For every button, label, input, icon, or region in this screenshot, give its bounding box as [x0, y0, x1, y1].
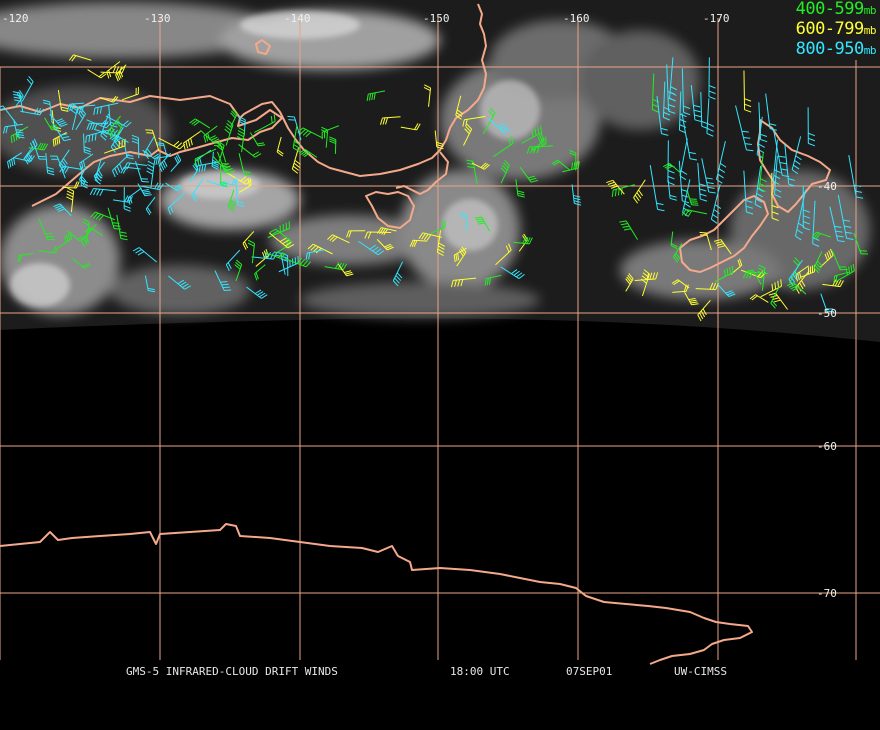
lat-label: -60	[817, 440, 837, 453]
lon-label: -130	[144, 12, 171, 25]
legend-range: 400-599	[796, 0, 864, 19]
caption-time: 18:00 UTC	[450, 665, 510, 678]
legend-unit: mb	[864, 44, 876, 57]
legend-entry-600-799: 600-799mb	[796, 20, 876, 40]
caption-product: GMS-5 INFRARED-CLOUD DRIFT WINDS	[126, 665, 338, 678]
lon-label: -140	[284, 12, 311, 25]
legend-range: 600-799	[796, 19, 864, 39]
lat-label: -40	[817, 180, 837, 193]
lon-label: -160	[563, 12, 590, 25]
caption-date: 07SEP01	[566, 665, 612, 678]
lon-label: -150	[423, 12, 450, 25]
lat-label: -50	[817, 307, 837, 320]
antarctica-coastline	[0, 524, 752, 664]
lon-label: -120	[2, 12, 29, 25]
infrared-imagery	[0, 0, 880, 342]
image-caption: GMS-5 INFRARED-CLOUD DRIFT WINDS 18:00 U…	[0, 665, 880, 679]
lon-label: -170	[703, 12, 730, 25]
legend-entry-400-599: 400-599mb	[796, 0, 876, 20]
legend-entry-800-950: 800-950mb	[796, 40, 876, 60]
caption-source: UW-CIMSS	[674, 665, 727, 678]
satellite-map: -120 -130 -140 -150 -160 -170 -40 -50 -6…	[0, 0, 880, 680]
legend-unit: mb	[864, 24, 876, 37]
legend-range: 800-950	[796, 39, 864, 59]
legend-unit: mb	[864, 4, 876, 17]
pressure-legend: 400-599mb 600-799mb 800-950mb	[796, 0, 876, 60]
lat-label: -70	[817, 587, 837, 600]
